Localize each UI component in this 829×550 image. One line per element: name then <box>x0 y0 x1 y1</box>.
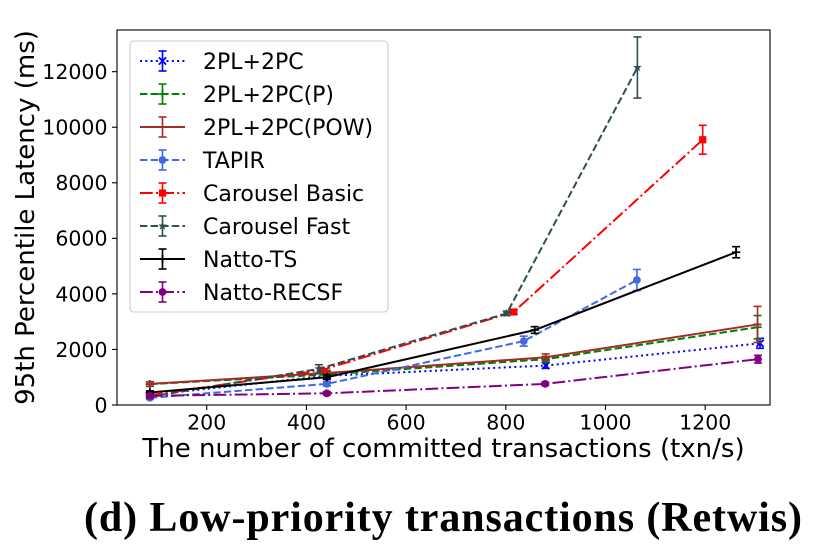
legend-item-carousel-fast: Carousel Fast <box>140 215 350 240</box>
data-point <box>633 276 641 284</box>
y-tick-label: 4000 <box>55 282 107 306</box>
data-point <box>541 379 550 388</box>
y-tick-label: 12000 <box>42 60 107 84</box>
legend-marker <box>158 288 167 296</box>
legend-handle <box>140 116 185 138</box>
data-point <box>519 337 528 346</box>
series-line-natto-ts <box>149 251 737 394</box>
legend-label: 2PL+2PC(POW) <box>203 116 373 141</box>
series-line-2pl-2pc <box>149 342 761 396</box>
series-natto-ts <box>145 245 741 397</box>
data-point <box>322 373 332 382</box>
legend-handle <box>140 281 185 303</box>
data-point <box>699 136 707 144</box>
data-point <box>731 248 741 257</box>
legend-item-natto-recsf: Natto-RECSF <box>140 281 343 306</box>
legend-item-carousel-basic: Carousel Basic <box>140 182 364 207</box>
legend-item-2pl-2pc: 2PL+2PC <box>140 50 304 75</box>
y-tick-label: 2000 <box>55 338 107 362</box>
x-tick-label: 600 <box>387 411 426 435</box>
data-point <box>541 361 550 370</box>
data-point <box>754 355 762 364</box>
legend-handle <box>140 248 185 270</box>
legend-label: Natto-TS <box>203 248 297 273</box>
data-point <box>502 308 512 318</box>
legend-label: 2PL+2PC <box>203 50 304 75</box>
data-point <box>633 62 642 72</box>
data-point <box>322 379 331 388</box>
legend-handle <box>140 182 185 204</box>
series-layer <box>145 36 765 402</box>
series-line-natto-recsf <box>149 358 759 397</box>
x-tick-label: 1200 <box>679 411 731 435</box>
legend-item-natto-ts: Natto-TS <box>140 248 297 273</box>
y-axis: 0 2000 4000 6000 8000 10000 12000 <box>42 60 117 417</box>
y-tick-label: 0 <box>94 393 107 417</box>
x-tick-label: 1000 <box>579 411 631 435</box>
series-natto-recsf <box>145 354 763 400</box>
y-axis-label: 95th Percentile Latency (ms) <box>11 30 41 405</box>
axes-frame <box>116 29 771 406</box>
data-point <box>314 364 324 373</box>
legend-item-2pl-2pc-pow: 2PL+2PC(POW) <box>140 116 373 141</box>
series-line-2pl-2pc-pow <box>149 323 758 385</box>
x-axis-label: The number of committed transactions (tx… <box>141 434 744 464</box>
legend-frame <box>129 40 389 313</box>
legend-label: TAPIR <box>202 149 265 174</box>
legend-label: Carousel Basic <box>203 182 364 207</box>
x-tick-label: 800 <box>486 411 525 435</box>
figure-caption: (d) Low-priority transactions (Retwis) <box>84 495 802 541</box>
legend-handle <box>140 215 185 237</box>
legend: 2PL+2PC 2PL+2PC(P) 2PL+2PC(POW) TAPIR Carous… <box>129 40 389 313</box>
x-tick-label: 400 <box>287 411 326 435</box>
y-tick-label: 10000 <box>42 116 107 140</box>
data-point <box>530 325 539 335</box>
legend-marker <box>158 189 167 197</box>
legend-marker <box>158 89 167 99</box>
legend-handle <box>140 149 185 171</box>
data-point <box>510 308 518 316</box>
x-tick-label: 200 <box>187 411 226 435</box>
legend-marker <box>158 56 167 66</box>
series-line-carousel-fast <box>149 67 639 398</box>
y-tick-label: 8000 <box>55 171 107 195</box>
legend-handle <box>140 83 185 105</box>
legend-handle <box>140 50 185 72</box>
legend-marker <box>158 221 167 230</box>
legend-label: 2PL+2PC(P) <box>203 83 334 108</box>
series-line-tapir <box>149 279 638 399</box>
legend-label: Natto-RECSF <box>203 281 343 306</box>
legend-label: Carousel Fast <box>203 215 350 240</box>
legend-item-2pl-2pc-p: 2PL+2PC(P) <box>140 83 334 108</box>
y-tick-label: 6000 <box>55 227 107 251</box>
data-point <box>145 391 154 400</box>
x-axis: 200 400 600 800 1000 1200 <box>187 405 731 435</box>
data-point <box>322 389 331 398</box>
legend-marker <box>158 254 167 264</box>
legend-marker <box>158 156 167 164</box>
legend-item-tapir: TAPIR <box>140 149 265 174</box>
series-2pl-2pc-pow <box>145 305 762 387</box>
